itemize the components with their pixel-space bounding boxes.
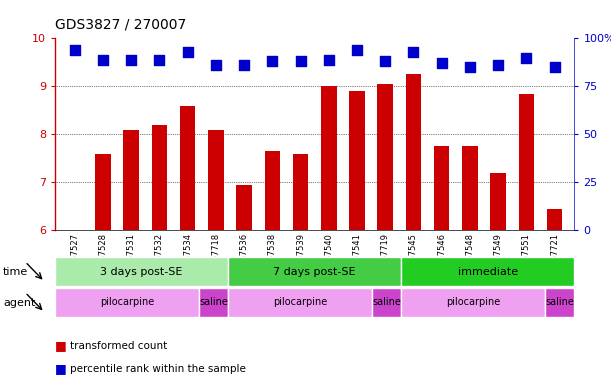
Bar [293, 154, 309, 230]
Bar [349, 91, 365, 230]
Bar [372, 288, 401, 317]
Text: saline: saline [546, 297, 574, 308]
Point [352, 47, 362, 53]
Point [98, 56, 108, 63]
Text: transformed count: transformed count [70, 341, 167, 351]
Bar [401, 257, 574, 286]
Point [521, 55, 531, 61]
Point [240, 62, 249, 68]
Text: ■: ■ [55, 362, 67, 375]
Bar [152, 125, 167, 230]
Bar [180, 106, 196, 230]
Bar [228, 257, 401, 286]
Bar [236, 185, 252, 230]
Text: 7 days post-SE: 7 days post-SE [273, 266, 356, 277]
Text: pilocarpine: pilocarpine [273, 297, 327, 308]
Bar [462, 146, 478, 230]
Point [409, 49, 419, 55]
Bar [406, 74, 421, 230]
Text: immediate: immediate [458, 266, 518, 277]
Bar [434, 146, 450, 230]
Text: 3 days post-SE: 3 days post-SE [100, 266, 183, 277]
Point [380, 58, 390, 65]
Point [126, 56, 136, 63]
Point [211, 62, 221, 68]
Text: ■: ■ [55, 339, 67, 352]
Point [296, 58, 306, 65]
Point [268, 58, 277, 65]
Text: GDS3827 / 270007: GDS3827 / 270007 [55, 17, 186, 31]
Text: pilocarpine: pilocarpine [100, 297, 154, 308]
Bar [228, 288, 372, 317]
Text: saline: saline [372, 297, 401, 308]
Bar [208, 130, 224, 230]
Text: saline: saline [199, 297, 228, 308]
Point [155, 56, 164, 63]
Bar [265, 151, 280, 230]
Point [324, 56, 334, 63]
Bar [321, 86, 337, 230]
Bar [123, 130, 139, 230]
Bar [546, 288, 574, 317]
Bar [55, 288, 199, 317]
Point [550, 64, 560, 70]
Bar [55, 257, 228, 286]
Text: agent: agent [3, 298, 35, 308]
Bar [519, 94, 534, 230]
Point [493, 62, 503, 68]
Point [465, 64, 475, 70]
Text: percentile rank within the sample: percentile rank within the sample [70, 364, 246, 374]
Bar [491, 173, 506, 230]
Bar [401, 288, 546, 317]
Point [437, 60, 447, 66]
Bar [378, 84, 393, 230]
Bar [547, 209, 562, 230]
Text: time: time [3, 267, 28, 277]
Bar [95, 154, 111, 230]
Bar [199, 288, 228, 317]
Point [70, 47, 79, 53]
Text: pilocarpine: pilocarpine [446, 297, 500, 308]
Point [183, 49, 192, 55]
